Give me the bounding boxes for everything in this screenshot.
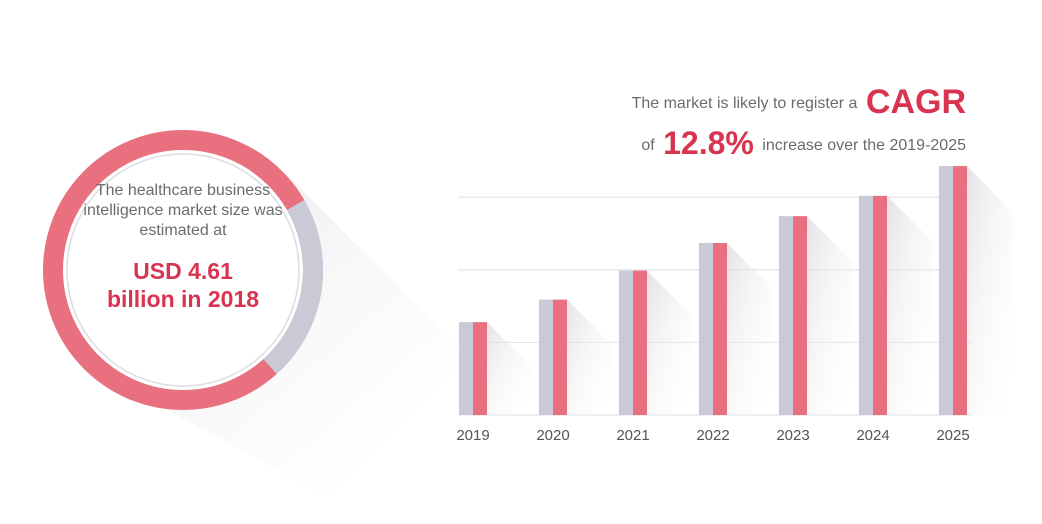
bar-shade bbox=[859, 195, 873, 415]
circle-line: estimated at bbox=[139, 222, 227, 239]
x-tick-label: 2024 bbox=[856, 427, 889, 444]
circle-line: intelligence market size was bbox=[83, 202, 282, 219]
x-tick-label: 2020 bbox=[536, 427, 569, 444]
bar bbox=[873, 195, 887, 415]
bar-shade bbox=[699, 243, 713, 415]
headline-of: of bbox=[641, 137, 655, 154]
inner-circle bbox=[66, 153, 300, 387]
circle-text: The healthcare business intelligence mar… bbox=[83, 182, 282, 312]
bar-shade bbox=[619, 270, 633, 415]
circle-highlight: USD 4.61 bbox=[133, 258, 233, 284]
bar bbox=[953, 166, 967, 415]
headline-text: increase over the 2019-2025 bbox=[762, 137, 966, 154]
bar-shadow bbox=[647, 270, 693, 415]
headline-rate: 12.8% bbox=[663, 125, 754, 161]
bar-shadow bbox=[967, 166, 1013, 415]
bar bbox=[793, 216, 807, 415]
bar bbox=[553, 299, 567, 415]
headline-text: The market is likely to register a bbox=[632, 95, 858, 112]
headline-2: of 12.8% increase over the 2019-2025 bbox=[641, 125, 966, 161]
bar-shadow bbox=[727, 243, 773, 415]
bar bbox=[473, 322, 487, 415]
headline-cagr: CAGR bbox=[866, 83, 966, 121]
bar bbox=[633, 270, 647, 415]
bar-shade bbox=[459, 322, 473, 415]
x-tick-label: 2021 bbox=[616, 427, 649, 444]
x-tick-label: 2025 bbox=[936, 427, 969, 444]
circle-highlight: billion in 2018 bbox=[107, 286, 259, 312]
bar-shadow bbox=[567, 299, 613, 415]
bar bbox=[713, 243, 727, 415]
bar-shadow bbox=[487, 322, 533, 415]
bar-shadow bbox=[807, 216, 853, 415]
bar-chart: 2019 2020 2021 2022 2023 2024 2025 bbox=[456, 166, 1013, 444]
bar-shade bbox=[539, 299, 553, 415]
circle-line: The healthcare business bbox=[96, 182, 270, 199]
bar-shadow bbox=[887, 195, 933, 415]
bar-shade bbox=[779, 216, 793, 415]
x-tick-label: 2023 bbox=[776, 427, 809, 444]
bar-shade bbox=[939, 166, 953, 415]
x-tick-label: 2022 bbox=[696, 427, 729, 444]
headline-1: The market is likely to register a CAGR bbox=[632, 83, 966, 121]
x-tick-label: 2019 bbox=[456, 427, 489, 444]
ring-gray-arc bbox=[263, 200, 323, 375]
